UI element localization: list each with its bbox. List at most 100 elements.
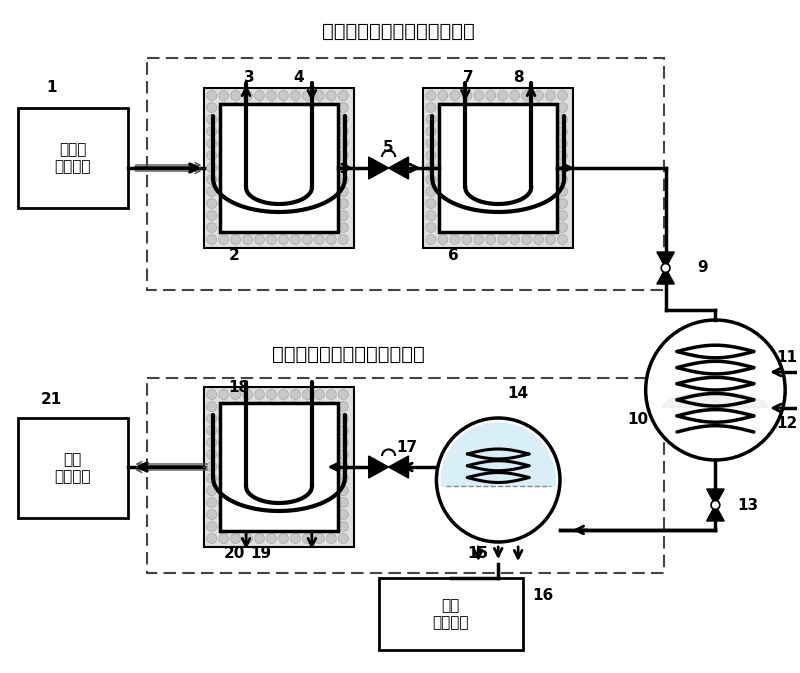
Circle shape: [218, 90, 229, 100]
Text: 6: 6: [448, 248, 458, 262]
Circle shape: [510, 162, 520, 172]
Circle shape: [338, 139, 348, 149]
Circle shape: [218, 402, 229, 411]
Circle shape: [314, 90, 324, 100]
Circle shape: [290, 151, 301, 160]
Circle shape: [242, 102, 253, 112]
Circle shape: [338, 497, 348, 507]
Circle shape: [242, 162, 253, 172]
Circle shape: [486, 234, 496, 244]
Circle shape: [278, 139, 289, 149]
Polygon shape: [369, 456, 389, 478]
Circle shape: [206, 223, 217, 232]
Circle shape: [302, 223, 312, 232]
Circle shape: [462, 174, 472, 184]
Circle shape: [278, 413, 289, 423]
Circle shape: [242, 90, 253, 100]
Circle shape: [510, 127, 520, 137]
Circle shape: [534, 234, 543, 244]
Circle shape: [230, 437, 241, 448]
Circle shape: [314, 522, 324, 532]
Circle shape: [546, 102, 555, 112]
Polygon shape: [442, 423, 555, 486]
Circle shape: [254, 462, 265, 472]
Circle shape: [302, 474, 312, 483]
Circle shape: [290, 425, 301, 435]
Circle shape: [326, 497, 336, 507]
Circle shape: [254, 390, 265, 400]
Circle shape: [450, 151, 460, 160]
Circle shape: [266, 114, 277, 125]
Circle shape: [338, 211, 348, 221]
Circle shape: [302, 450, 312, 460]
Circle shape: [546, 211, 555, 221]
Circle shape: [326, 139, 336, 149]
Circle shape: [314, 223, 324, 232]
Circle shape: [438, 211, 448, 221]
Circle shape: [338, 114, 348, 125]
Circle shape: [522, 139, 531, 149]
Circle shape: [711, 501, 720, 509]
Circle shape: [254, 199, 265, 209]
Circle shape: [450, 162, 460, 172]
Text: 低品位
余热装置: 低品位 余热装置: [54, 142, 91, 174]
Circle shape: [522, 151, 531, 160]
Circle shape: [206, 413, 217, 423]
Text: 2: 2: [229, 248, 239, 262]
Circle shape: [254, 485, 265, 495]
Circle shape: [290, 114, 301, 125]
Circle shape: [278, 114, 289, 125]
Circle shape: [338, 127, 348, 137]
Circle shape: [338, 90, 348, 100]
Circle shape: [486, 127, 496, 137]
Circle shape: [522, 174, 531, 184]
Circle shape: [254, 402, 265, 411]
Polygon shape: [220, 403, 338, 531]
Circle shape: [522, 127, 531, 137]
Circle shape: [302, 186, 312, 197]
Circle shape: [462, 186, 472, 197]
Circle shape: [290, 139, 301, 149]
Text: 8: 8: [513, 69, 523, 85]
Circle shape: [326, 485, 336, 495]
Polygon shape: [18, 108, 127, 208]
Circle shape: [338, 199, 348, 209]
Circle shape: [254, 234, 265, 244]
Circle shape: [290, 223, 301, 232]
Circle shape: [302, 485, 312, 495]
Circle shape: [278, 390, 289, 400]
Circle shape: [218, 211, 229, 221]
Circle shape: [230, 474, 241, 483]
Circle shape: [462, 151, 472, 160]
Circle shape: [266, 413, 277, 423]
Circle shape: [290, 199, 301, 209]
Circle shape: [278, 474, 289, 483]
Circle shape: [242, 234, 253, 244]
Circle shape: [498, 139, 508, 149]
Circle shape: [278, 522, 289, 532]
Circle shape: [242, 462, 253, 472]
Circle shape: [254, 437, 265, 448]
Circle shape: [314, 437, 324, 448]
Circle shape: [486, 139, 496, 149]
Circle shape: [438, 139, 448, 149]
Circle shape: [242, 413, 253, 423]
Circle shape: [242, 139, 253, 149]
Circle shape: [338, 534, 348, 544]
Circle shape: [486, 151, 496, 160]
Circle shape: [230, 522, 241, 532]
Text: 外界
热用户端: 外界 热用户端: [54, 452, 91, 484]
Circle shape: [486, 162, 496, 172]
Circle shape: [230, 390, 241, 400]
Circle shape: [314, 402, 324, 411]
Circle shape: [302, 90, 312, 100]
Circle shape: [450, 234, 460, 244]
Circle shape: [326, 114, 336, 125]
Circle shape: [314, 114, 324, 125]
Circle shape: [218, 522, 229, 532]
Circle shape: [206, 425, 217, 435]
Circle shape: [462, 223, 472, 232]
Circle shape: [438, 90, 448, 100]
Circle shape: [326, 223, 336, 232]
Circle shape: [206, 450, 217, 460]
